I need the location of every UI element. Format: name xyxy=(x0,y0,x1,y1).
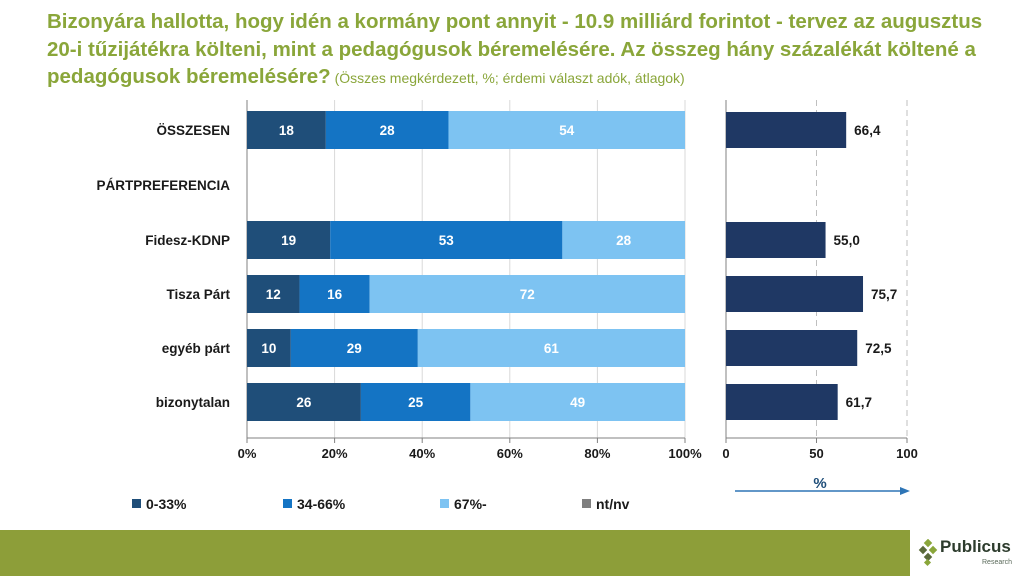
legend-swatch xyxy=(132,499,141,508)
data-label: 49 xyxy=(570,395,585,410)
data-label: 28 xyxy=(616,233,632,248)
logo-sub: Research xyxy=(982,559,1012,566)
x-tick-label-left: 40% xyxy=(409,446,435,461)
average-label: 55,0 xyxy=(834,233,860,248)
data-label: 26 xyxy=(296,395,312,410)
stacked-bar-segment xyxy=(360,383,471,421)
data-label: 19 xyxy=(281,233,296,248)
data-label: 16 xyxy=(327,287,343,302)
category-label: Tisza Párt xyxy=(166,287,230,302)
category-label: bizonytalan xyxy=(156,395,230,410)
x-tick-label-right: 50 xyxy=(809,446,823,461)
stacked-bar-segment xyxy=(417,329,685,367)
average-bar xyxy=(726,222,826,258)
chart-title: Bizonyára hallotta, hogy idén a kormány … xyxy=(47,8,1007,93)
data-label: 18 xyxy=(279,123,295,138)
stacked-bar-segment xyxy=(247,383,361,421)
category-label: PÁRTPREFERENCIA xyxy=(96,178,230,193)
stacked-bar-segment xyxy=(369,275,685,313)
logo-mark-icon xyxy=(918,539,938,567)
x-tick-label-left: 20% xyxy=(322,446,348,461)
stacked-bar-segment xyxy=(330,221,563,259)
data-label: 25 xyxy=(408,395,424,410)
data-label: 61 xyxy=(544,341,560,356)
average-label: 72,5 xyxy=(865,341,892,356)
average-bar xyxy=(726,112,847,148)
category-label: egyéb párt xyxy=(162,341,231,356)
x-tick-label-left: 80% xyxy=(584,446,610,461)
title-main: Bizonyára hallotta, hogy idén a kormány … xyxy=(47,10,983,88)
x-tick-label-left: 100% xyxy=(668,446,702,461)
data-label: 53 xyxy=(439,233,455,248)
stacked-bar-segment xyxy=(247,275,300,313)
x-tick-label-right: 100 xyxy=(896,446,918,461)
legend-label: 34-66% xyxy=(297,496,346,512)
average-label: 66,4 xyxy=(854,123,881,138)
average-bar xyxy=(726,330,858,366)
x-axis-label-right: % xyxy=(813,475,826,492)
legend-swatch xyxy=(440,499,449,508)
category-label: Fidesz-KDNP xyxy=(145,233,230,248)
data-label: 10 xyxy=(261,341,276,356)
stacked-bar-segment xyxy=(247,329,291,367)
average-label: 61,7 xyxy=(846,395,872,410)
legend-swatch xyxy=(283,499,292,508)
data-label: 12 xyxy=(266,287,281,302)
stacked-bar-segment xyxy=(299,275,370,313)
stacked-bar-segment xyxy=(247,221,331,259)
logo-name: Publicus xyxy=(940,537,1011,556)
average-bar xyxy=(726,276,864,312)
stacked-bar-segment xyxy=(448,111,685,149)
x-tick-label-right: 0 xyxy=(722,446,729,461)
chart-area: 0% 20% 40% 60% 80% 100% 0 50 100 ÖSSZESEN 18 28 54 66… xyxy=(96,100,918,512)
average-bar xyxy=(726,384,838,420)
legend-swatch xyxy=(582,499,591,508)
title-note: (Összes megkérdezett, %; érdemi választ … xyxy=(330,70,685,86)
stacked-bar-segment xyxy=(290,329,418,367)
x-tick-label-left: 0% xyxy=(238,446,257,461)
legend-label: 0-33% xyxy=(146,496,187,512)
data-label: 72 xyxy=(520,287,535,302)
legend-label: nt/nv xyxy=(596,496,630,512)
x-tick-label-left: 60% xyxy=(497,446,523,461)
category-label: ÖSSZESEN xyxy=(156,123,230,138)
data-label: 28 xyxy=(380,123,396,138)
arrow-head-icon xyxy=(900,487,910,495)
stacked-bar-segment xyxy=(247,111,326,149)
publicus-logo: Publicus Research xyxy=(916,535,1024,573)
stacked-bar-segment xyxy=(325,111,449,149)
footer-bar xyxy=(0,530,910,576)
data-label: 29 xyxy=(347,341,362,356)
stacked-bar-segment xyxy=(470,383,685,421)
average-label: 75,7 xyxy=(871,287,897,302)
legend-label: 67%- xyxy=(454,496,487,512)
stacked-bar-segment xyxy=(562,221,685,259)
data-label: 54 xyxy=(559,123,575,138)
